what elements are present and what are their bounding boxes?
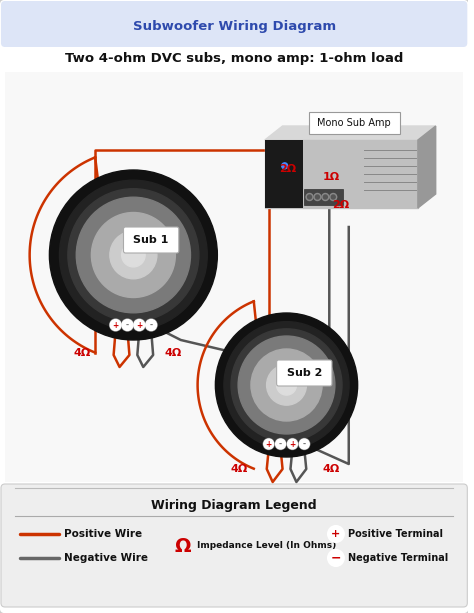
Text: Impedance Level (In Ohms): Impedance Level (In Ohms): [197, 541, 336, 550]
Circle shape: [331, 195, 335, 199]
Text: −: −: [331, 552, 341, 565]
Circle shape: [68, 189, 199, 321]
Circle shape: [308, 195, 311, 199]
Circle shape: [110, 231, 157, 279]
Circle shape: [109, 319, 122, 332]
Polygon shape: [265, 140, 418, 208]
Circle shape: [306, 194, 313, 200]
Text: 4Ω: 4Ω: [230, 464, 248, 474]
Circle shape: [286, 438, 298, 450]
Circle shape: [276, 375, 296, 395]
Text: -: -: [279, 440, 282, 449]
Circle shape: [122, 243, 145, 267]
Circle shape: [300, 439, 309, 449]
Circle shape: [288, 439, 297, 449]
Text: Sub 2: Sub 2: [287, 368, 322, 378]
Circle shape: [110, 319, 121, 330]
Circle shape: [316, 195, 319, 199]
Text: 4Ω: 4Ω: [322, 464, 339, 474]
Circle shape: [282, 163, 288, 169]
Polygon shape: [265, 126, 436, 140]
FancyBboxPatch shape: [1, 484, 467, 607]
Text: Ω: Ω: [174, 536, 191, 555]
Circle shape: [266, 365, 306, 405]
Circle shape: [133, 319, 146, 332]
Circle shape: [224, 322, 349, 448]
FancyBboxPatch shape: [309, 112, 400, 134]
Text: Mono Sub Amp: Mono Sub Amp: [317, 118, 391, 128]
Circle shape: [298, 438, 310, 450]
Text: 4Ω: 4Ω: [73, 348, 91, 358]
Circle shape: [121, 319, 134, 332]
FancyBboxPatch shape: [277, 360, 332, 386]
Circle shape: [146, 319, 156, 330]
Text: +: +: [289, 440, 296, 449]
Circle shape: [49, 170, 218, 340]
Text: -: -: [126, 321, 129, 330]
FancyBboxPatch shape: [5, 72, 464, 482]
Polygon shape: [418, 126, 436, 208]
Circle shape: [91, 213, 175, 297]
Text: +: +: [112, 321, 118, 330]
Circle shape: [122, 319, 133, 330]
Text: Negative Terminal: Negative Terminal: [348, 553, 448, 563]
Text: +: +: [136, 321, 142, 330]
Circle shape: [134, 319, 145, 330]
Circle shape: [276, 439, 285, 449]
Text: 2Ω: 2Ω: [333, 200, 350, 210]
Circle shape: [251, 349, 322, 421]
Circle shape: [59, 180, 207, 330]
FancyBboxPatch shape: [1, 1, 467, 47]
Text: Two 4-ohm DVC subs, mono amp: 1-ohm load: Two 4-ohm DVC subs, mono amp: 1-ohm load: [65, 51, 403, 64]
Text: 1Ω: 1Ω: [323, 172, 340, 182]
Text: 2Ω: 2Ω: [279, 164, 296, 174]
Text: 4Ω: 4Ω: [164, 348, 182, 358]
Text: Positive Terminal: Positive Terminal: [348, 529, 443, 539]
Circle shape: [274, 438, 286, 450]
Text: +: +: [331, 529, 340, 539]
Circle shape: [330, 194, 337, 200]
Circle shape: [263, 438, 274, 450]
FancyBboxPatch shape: [124, 227, 179, 253]
Text: -: -: [150, 321, 153, 330]
Circle shape: [314, 194, 321, 200]
Circle shape: [76, 197, 191, 313]
Circle shape: [328, 550, 344, 566]
Circle shape: [215, 313, 358, 457]
Text: Wiring Diagram Legend: Wiring Diagram Legend: [151, 500, 317, 512]
Circle shape: [231, 329, 342, 441]
Text: Negative Wire: Negative Wire: [64, 553, 148, 563]
Text: Positive Wire: Positive Wire: [64, 529, 142, 539]
Circle shape: [328, 526, 344, 542]
Text: -: -: [303, 440, 306, 449]
Circle shape: [322, 194, 329, 200]
Circle shape: [264, 439, 273, 449]
Circle shape: [145, 319, 157, 332]
Text: Sub 1: Sub 1: [134, 235, 169, 245]
Circle shape: [323, 195, 328, 199]
FancyBboxPatch shape: [304, 189, 343, 205]
Text: +: +: [265, 440, 272, 449]
FancyBboxPatch shape: [265, 140, 303, 208]
Circle shape: [238, 336, 335, 434]
Text: Subwoofer Wiring Diagram: Subwoofer Wiring Diagram: [133, 20, 336, 32]
